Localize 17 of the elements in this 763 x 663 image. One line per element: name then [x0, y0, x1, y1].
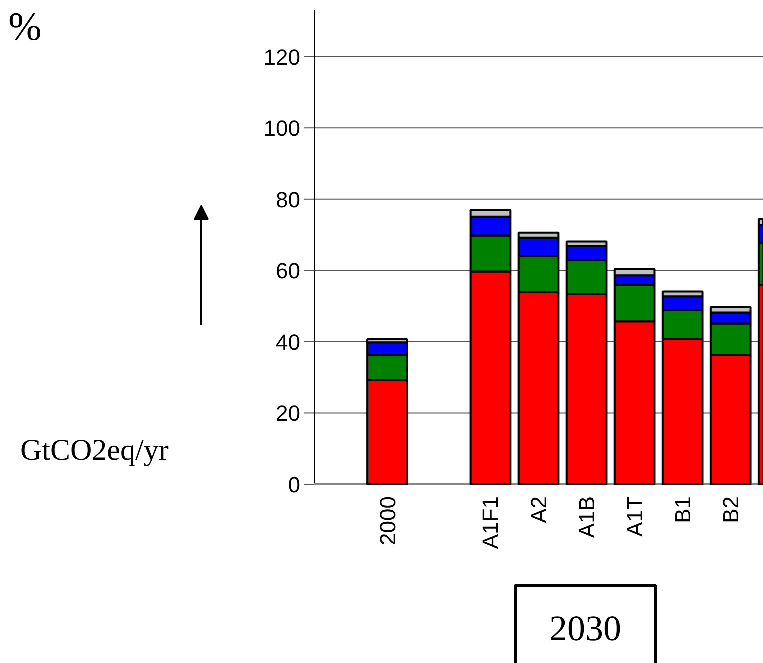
x-tick-label: A2 [526, 496, 552, 524]
y-tick-label: 40 [276, 330, 301, 355]
y-tick-label: 120 [264, 44, 301, 70]
text: % [8, 4, 42, 49]
x-tick-label: A1F1 [478, 496, 504, 550]
y-tick-label: 80 [276, 187, 301, 212]
y-tick-label: 20 [276, 401, 301, 426]
y-tick-label: 100 [264, 116, 301, 142]
y-tick-label: 0 [288, 472, 301, 498]
y-axis-title: GtCO2eq/yr [20, 434, 169, 467]
x-tick-label: B2 [718, 496, 744, 524]
x-tick-label: A1T [622, 496, 648, 537]
x-tick-label: 2000 [375, 496, 400, 546]
text: 2030 [550, 608, 622, 648]
x-tick-label: B1 [670, 496, 696, 524]
y-tick-label: 60 [276, 258, 301, 284]
x-tick-label: A1B [574, 496, 600, 538]
